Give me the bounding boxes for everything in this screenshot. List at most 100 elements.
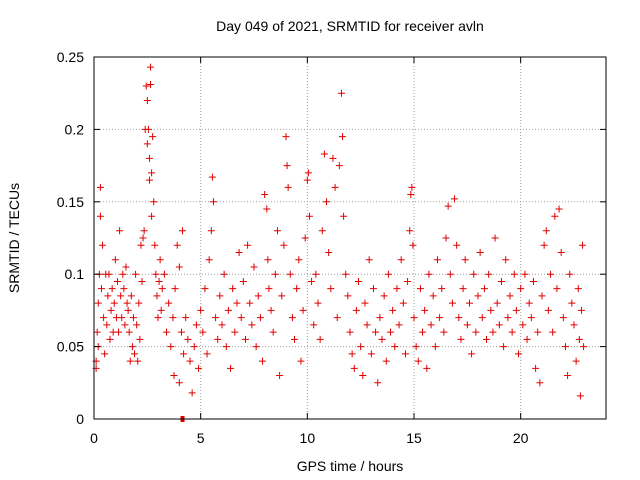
data-point <box>246 299 254 307</box>
data-point <box>572 357 580 365</box>
data-point <box>474 292 482 300</box>
data-point <box>254 292 262 300</box>
data-point <box>476 248 484 256</box>
data-point <box>519 321 527 329</box>
data-point <box>325 248 333 256</box>
data-point <box>107 306 115 314</box>
data-point <box>478 314 486 322</box>
data-point <box>293 285 301 293</box>
y-axis-label: SRMTID / TECUs <box>6 183 22 293</box>
data-point <box>170 372 178 380</box>
data-point <box>378 335 386 343</box>
data-point <box>438 285 446 293</box>
y-ticks: 0 0.05 0.1 0.15 0.2 0.25 <box>57 49 606 427</box>
data-point <box>529 277 537 285</box>
data-point <box>561 343 569 351</box>
data-point <box>152 270 160 278</box>
data-point <box>361 299 369 307</box>
data-point <box>397 256 405 264</box>
data-point <box>148 169 156 177</box>
data-point <box>155 277 163 285</box>
data-point <box>342 270 350 278</box>
data-point <box>491 234 499 242</box>
data-point <box>348 350 356 358</box>
x-tick-label: 15 <box>406 430 422 446</box>
data-point <box>576 392 584 400</box>
data-point <box>133 321 141 329</box>
data-point <box>374 379 382 387</box>
data-point <box>542 227 550 235</box>
data-point <box>389 306 397 314</box>
data-point <box>123 299 131 307</box>
data-point <box>143 140 151 148</box>
data-points <box>92 63 588 400</box>
data-point <box>267 306 275 314</box>
data-point <box>489 328 497 336</box>
data-point <box>487 306 495 314</box>
data-point <box>308 277 316 285</box>
y-tick-label: 0.25 <box>57 49 84 65</box>
data-point <box>154 314 162 322</box>
data-point <box>305 212 313 220</box>
data-point <box>416 285 424 293</box>
data-point <box>264 256 272 264</box>
data-point <box>220 270 228 278</box>
data-point <box>427 321 435 329</box>
data-point <box>363 321 371 329</box>
data-point <box>207 227 215 235</box>
data-point <box>231 328 239 336</box>
data-point <box>160 270 168 278</box>
data-point <box>157 306 165 314</box>
data-point <box>446 270 454 278</box>
data-point <box>551 212 559 220</box>
data-point <box>147 81 155 89</box>
data-point <box>139 234 147 242</box>
data-point <box>369 285 377 293</box>
data-point <box>137 241 145 249</box>
data-point <box>350 364 358 372</box>
data-point <box>555 205 563 213</box>
data-point <box>138 277 146 285</box>
data-point <box>532 364 540 372</box>
data-point <box>485 270 493 278</box>
data-point <box>502 256 510 264</box>
data-point <box>547 270 555 278</box>
data-point <box>493 299 501 307</box>
data-point <box>145 176 153 184</box>
data-point <box>143 96 151 104</box>
data-point <box>423 364 431 372</box>
data-point <box>144 125 152 133</box>
chart-title: Day 049 of 2021, SRMTID for receiver avl… <box>216 18 484 34</box>
data-point <box>96 212 104 220</box>
data-point <box>387 328 395 336</box>
data-point <box>303 176 311 184</box>
data-point <box>442 234 450 242</box>
data-point <box>208 173 216 181</box>
data-point <box>470 270 478 278</box>
data-point <box>376 314 384 322</box>
data-point <box>99 241 107 249</box>
data-point <box>472 328 480 336</box>
data-point <box>116 227 124 235</box>
data-point <box>244 241 252 249</box>
data-point <box>179 227 187 235</box>
data-point <box>180 350 188 358</box>
x-ticks: 0 5 10 15 20 <box>90 57 529 446</box>
data-point <box>495 321 503 329</box>
data-point <box>222 343 230 351</box>
data-point <box>156 256 164 264</box>
data-point <box>564 372 572 380</box>
data-point <box>188 389 196 397</box>
data-point <box>429 292 437 300</box>
data-point <box>352 306 360 314</box>
data-point <box>118 314 126 322</box>
data-point <box>538 292 546 300</box>
data-point <box>515 350 523 358</box>
data-point <box>250 263 258 271</box>
data-point <box>367 350 375 358</box>
data-point <box>261 191 269 199</box>
data-point <box>536 379 544 387</box>
data-point <box>414 357 422 365</box>
data-point <box>523 335 531 343</box>
data-point <box>153 292 161 300</box>
